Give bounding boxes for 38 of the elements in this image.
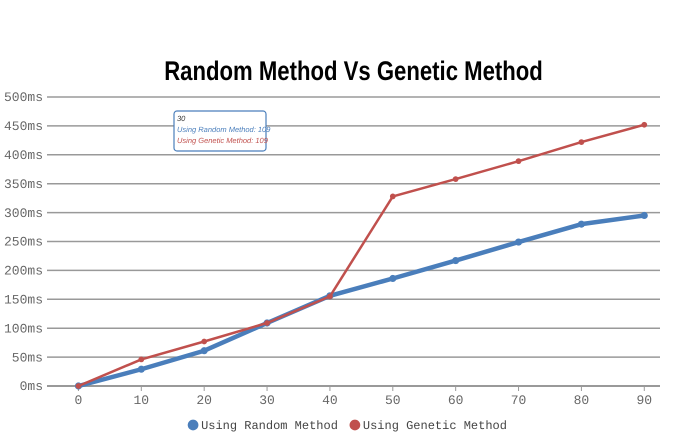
point — [200, 347, 208, 354]
y-tick-label: 500ms — [4, 90, 43, 106]
x-tick-label: 70 — [510, 393, 526, 408]
point — [138, 366, 145, 373]
y-tick-label: 300ms — [4, 206, 43, 221]
point — [452, 257, 460, 264]
legend-label: Using Random Method — [201, 419, 338, 433]
x-tick-label: 90 — [636, 393, 652, 408]
y-tick-label: 350ms — [4, 176, 43, 192]
x-tick-label: 0 — [74, 393, 82, 408]
y-tick-label: 150ms — [4, 292, 43, 308]
y-tick-label: 50ms — [12, 350, 43, 366]
point — [640, 212, 648, 220]
point — [578, 220, 585, 228]
x-tick-label: 60 — [448, 393, 464, 408]
point — [641, 122, 648, 128]
y-tick-label: 0ms — [20, 379, 43, 394]
y-tick-label: 200ms — [4, 264, 43, 279]
point — [516, 158, 522, 164]
point — [201, 338, 208, 344]
x-tick-label: 30 — [259, 393, 275, 408]
point — [578, 139, 584, 145]
y-tick-label: 250ms — [4, 234, 43, 250]
x-tick-label: 10 — [134, 393, 150, 408]
chart-title: Random Method Vs Genetic Method — [164, 57, 543, 87]
x-tick-label: 40 — [322, 393, 338, 408]
point — [138, 356, 144, 362]
point — [390, 194, 396, 200]
y-tick-label: 400ms — [4, 148, 43, 163]
point — [389, 274, 396, 282]
point — [452, 176, 459, 182]
legend-label: Using Genetic Method — [362, 419, 507, 433]
y-tick-label: 450ms — [4, 119, 43, 134]
x-tick-label: 80 — [574, 393, 590, 408]
point — [514, 238, 522, 246]
x-tick-label: 20 — [196, 393, 212, 408]
x-tick-label: 50 — [384, 393, 401, 408]
y-tick-label: 100ms — [4, 321, 43, 336]
